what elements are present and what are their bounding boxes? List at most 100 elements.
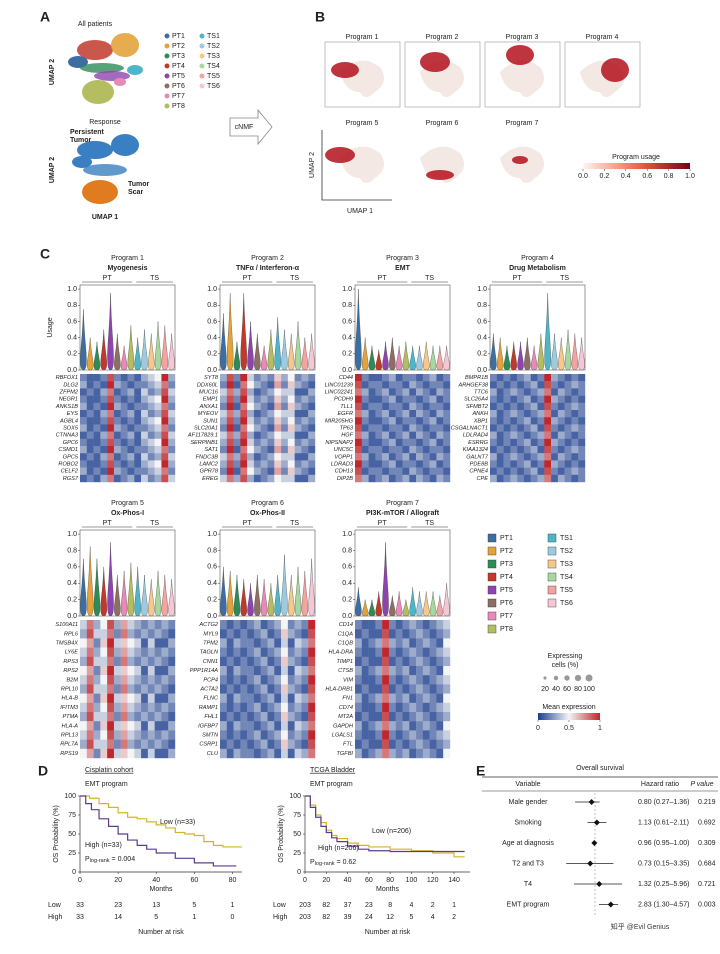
heatmap-cell [429,410,437,418]
legend-swatch [199,83,205,89]
risk-title: Number at risk [138,929,184,936]
heatmap-cell [233,381,241,389]
heatmap-cell [402,693,410,703]
heatmap-cell [361,721,369,731]
heatmap-cell [274,417,282,425]
heatmap-cell [436,402,444,411]
heatmap-cell [510,424,518,432]
heatmap-cell [544,474,552,483]
heatmap-cell [409,388,417,396]
heatmap-cell [429,693,437,703]
heatmap-cell [161,460,169,468]
heatmap-cell [537,381,545,389]
arrow-label: cNMF [235,124,254,131]
heatmap-cell [301,374,309,382]
heatmap-cell [240,388,248,396]
heatmap-cell [287,693,295,703]
heatmap-cell [308,431,316,439]
heatmap-cell [287,638,295,648]
heatmap-cell [220,438,227,447]
heatmap-cell [86,656,94,667]
heatmap-cell [274,374,282,382]
heatmap-cell [416,374,424,382]
size-legend-title: Expressing [548,653,583,660]
heatmap-cell [161,666,169,676]
heatmap-cell [141,438,149,447]
heatmap-cell [395,410,403,418]
violin [86,546,94,617]
heatmap-cell [274,381,282,389]
heatmap-cell [544,402,552,411]
heatmap-cell [100,739,108,749]
umap-usage [420,52,450,72]
heatmap-cell [443,460,451,468]
heatmap-cell [395,417,403,425]
heatmap-cell [517,417,525,425]
curve-label: High (n=33) [85,842,122,849]
heatmap-cell [226,693,234,703]
heatmap-cell [134,629,142,639]
heatmap-cell [551,424,559,432]
heatmap-cell [240,381,248,389]
heatmap-cell [517,460,525,468]
heatmap-cell [388,374,396,382]
heatmap-cell [161,453,169,461]
legend-swatch [199,53,205,59]
heatmap-cell [375,675,383,685]
heatmap-cell [523,395,531,403]
heatmap-cell [233,374,241,382]
heatmap-cell [388,467,396,475]
heatmap-cell [113,721,121,731]
heatmap-cell [226,721,234,731]
umap-usage [512,156,528,164]
heatmap-cell [551,453,559,461]
heatmap-cell [260,739,268,749]
heatmap-cell [523,388,531,396]
heatmap-cell [107,417,115,425]
heatmap-cell [154,467,162,475]
heatmap-cell [80,402,87,411]
heatmap-cell [429,638,437,648]
heatmap-cell [301,748,309,759]
heatmap-cell [294,424,302,432]
heatmap-cell [544,438,552,447]
y-axis-label: OS Probability (%) [278,805,285,863]
heatmap-cell [287,666,295,676]
heatmap-cell [517,381,525,389]
heatmap-cell [496,453,504,461]
heatmap-cell [436,666,444,676]
heatmap-cell [240,647,248,657]
heatmap-cell [301,424,309,432]
curve-label: Low (n=206) [372,828,411,835]
heatmap-cell [564,474,572,483]
heatmap-cell [86,647,94,657]
heatmap-cell [503,460,511,468]
heatmap-cell [80,684,87,694]
heatmap-cell [86,748,94,759]
heatmap-cell [557,395,565,403]
heatmap-cell [147,693,155,703]
heatmap-cell [168,467,176,475]
heatmap-cell [443,431,451,439]
heatmap-cell [578,453,586,461]
heatmap-cell [147,381,155,389]
violin [134,337,141,371]
heatmap-cell [107,675,115,685]
column-header: P value [690,781,713,788]
heatmap-cell [226,460,234,468]
violin [355,289,362,371]
heatmap-cell [274,467,282,475]
heatmap-cell [510,388,518,396]
legend-swatch [199,33,205,39]
gene-label: SYT8 [204,375,219,381]
heatmap-cell [422,460,430,468]
heatmap-cell [107,374,115,382]
heatmap-cell [226,629,234,639]
heatmap-cell [510,395,518,403]
violin [80,309,87,371]
risk-count: 23 [114,902,122,909]
heatmap-cell [517,374,525,382]
size-legend-dot [553,675,559,681]
heatmap-cell [361,675,369,685]
y-tick-label: 0.2 [477,351,487,358]
